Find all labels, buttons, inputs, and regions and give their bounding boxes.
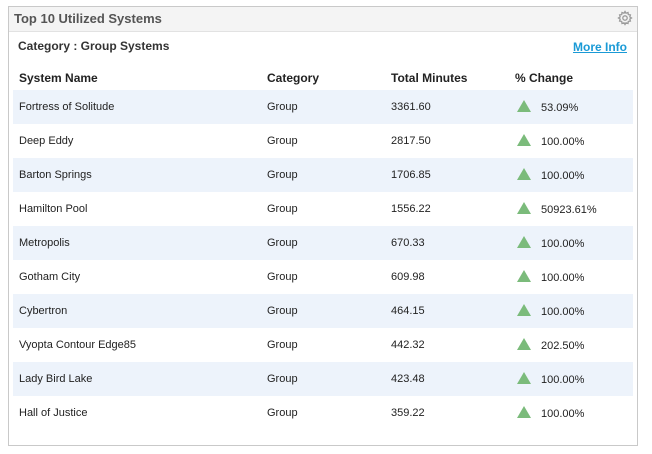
up-arrow-icon <box>517 168 531 180</box>
table-row: Cybertron Group 464.15 100.00% <box>13 294 633 328</box>
up-arrow-icon <box>517 270 531 282</box>
percent-value: 100.00% <box>541 136 585 148</box>
cell-total-minutes: 442.32 <box>391 339 425 351</box>
percent-value: 100.00% <box>541 306 585 318</box>
table-row: Metropolis Group 670.33 100.00% <box>13 226 633 260</box>
cell-system-name: Cybertron <box>13 294 261 328</box>
table-row: Hamilton Pool Group 1556.22 50923.61% <box>13 192 633 226</box>
cell-total-minutes: 670.33 <box>385 226 509 260</box>
cell-total-minutes: 1706.85 <box>385 158 509 192</box>
cell-system-name: Gotham City <box>19 271 81 283</box>
panel-header: Top 10 Utilized Systems <box>9 7 637 32</box>
gear-icon[interactable] <box>617 10 633 26</box>
top-systems-panel: Top 10 Utilized Systems Category : Group… <box>8 6 638 446</box>
table-row: Fortress of Solitude Group 3361.60 53.09… <box>13 90 633 124</box>
cell-category: Group <box>261 294 385 328</box>
table-row: Deep Eddy Group 2817.50 100.00% <box>13 124 633 158</box>
cell-system-name: Lady Bird Lake <box>13 362 261 396</box>
up-arrow-icon <box>517 304 531 316</box>
cell-system-name: Vyopta Contour Edge85 <box>19 339 137 351</box>
header-total-minutes: Total Minutes <box>391 71 468 85</box>
cell-total-minutes: 359.22 <box>391 407 425 419</box>
table-row: Barton Springs Group 1706.85 100.00% <box>13 158 633 192</box>
cell-percent-change: 100.00% <box>509 260 633 294</box>
cell-category: Group <box>261 90 385 124</box>
table-row: Hall of Justice Group 359.22 100.00% <box>13 396 633 430</box>
percent-value: 53.09% <box>541 102 579 114</box>
cell-category: Group <box>267 407 298 419</box>
cell-percent-change: 100.00% <box>509 226 633 260</box>
cell-category: Group <box>267 271 298 283</box>
up-arrow-icon <box>517 406 531 418</box>
cell-percent-change: 100.00% <box>509 362 633 396</box>
cell-category: Group <box>267 203 298 215</box>
percent-value: 202.50% <box>541 340 585 352</box>
cell-percent-change: 100.00% <box>509 124 633 158</box>
systems-table: System Name Category Total Minutes % Cha… <box>13 66 633 430</box>
header-category: Category <box>267 71 320 85</box>
panel-title: Top 10 Utilized Systems <box>14 11 162 26</box>
cell-total-minutes: 423.48 <box>385 362 509 396</box>
cell-total-minutes: 464.15 <box>385 294 509 328</box>
cell-percent-change: 50923.61% <box>509 192 633 226</box>
cell-category: Group <box>261 362 385 396</box>
cell-total-minutes: 3361.60 <box>385 90 509 124</box>
cell-system-name: Barton Springs <box>13 158 261 192</box>
cell-percent-change: 53.09% <box>509 90 633 124</box>
cell-system-name: Deep Eddy <box>19 135 74 147</box>
more-info-link[interactable]: More Info <box>573 40 627 54</box>
percent-value: 100.00% <box>541 170 585 182</box>
cell-total-minutes: 1556.22 <box>391 203 431 215</box>
cell-total-minutes: 2817.50 <box>391 135 431 147</box>
cell-category: Group <box>261 226 385 260</box>
cell-category: Group <box>261 158 385 192</box>
cell-percent-change: 202.50% <box>509 328 633 362</box>
percent-value: 50923.61% <box>541 204 597 216</box>
category-label: Category : Group Systems <box>18 39 170 53</box>
cell-total-minutes: 609.98 <box>391 271 425 283</box>
table-row: Gotham City Group 609.98 100.00% <box>13 260 633 294</box>
up-arrow-icon <box>517 338 531 350</box>
percent-value: 100.00% <box>541 374 585 386</box>
cell-system-name: Metropolis <box>13 226 261 260</box>
cell-system-name: Hall of Justice <box>19 407 88 419</box>
up-arrow-icon <box>517 134 531 146</box>
table-row: Lady Bird Lake Group 423.48 100.00% <box>13 362 633 396</box>
cell-system-name: Hamilton Pool <box>19 203 88 215</box>
percent-value: 100.00% <box>541 238 585 250</box>
cell-system-name: Fortress of Solitude <box>13 90 261 124</box>
table-header-row: System Name Category Total Minutes % Cha… <box>13 66 633 90</box>
header-system-name: System Name <box>19 71 98 85</box>
cell-category: Group <box>267 339 298 351</box>
table-row: Vyopta Contour Edge85 Group 442.32 202.5… <box>13 328 633 362</box>
up-arrow-icon <box>517 100 531 112</box>
header-percent-change: % Change <box>515 71 574 85</box>
cell-category: Group <box>267 135 298 147</box>
cell-percent-change: 100.00% <box>509 396 633 430</box>
cell-percent-change: 100.00% <box>509 158 633 192</box>
percent-value: 100.00% <box>541 408 585 420</box>
cell-percent-change: 100.00% <box>509 294 633 328</box>
up-arrow-icon <box>517 236 531 248</box>
up-arrow-icon <box>517 372 531 384</box>
up-arrow-icon <box>517 202 531 214</box>
percent-value: 100.00% <box>541 272 585 284</box>
